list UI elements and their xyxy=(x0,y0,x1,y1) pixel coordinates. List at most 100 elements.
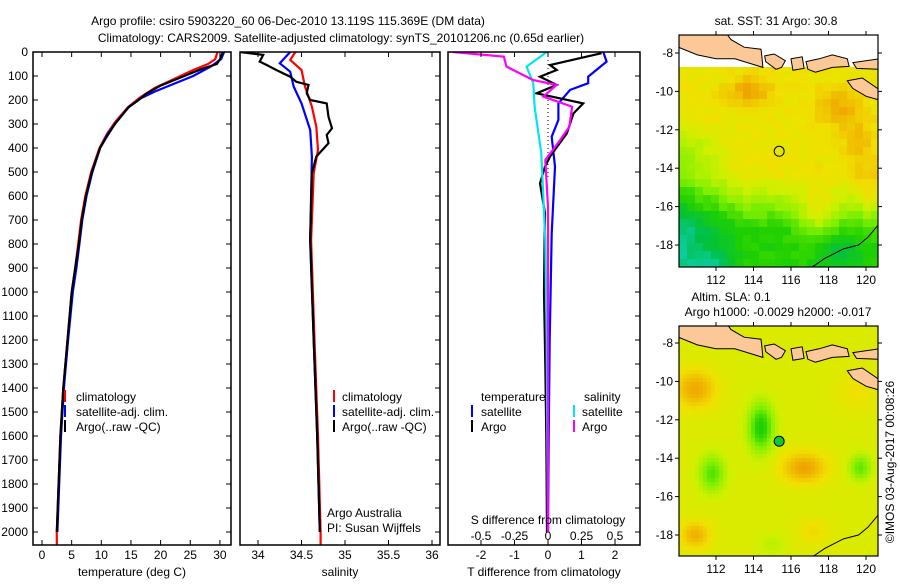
map-cell xyxy=(683,362,688,367)
map-cell xyxy=(791,362,796,367)
map-cell xyxy=(811,478,816,483)
map-cell xyxy=(695,474,700,479)
map-cell xyxy=(799,342,804,347)
map-cell xyxy=(679,187,688,196)
map-cell xyxy=(767,434,772,439)
map-cell xyxy=(751,390,756,395)
map-cell xyxy=(807,418,812,423)
map-cell xyxy=(851,338,856,343)
map-cell xyxy=(719,243,728,252)
map-cell xyxy=(679,386,684,391)
map-cell xyxy=(783,426,788,431)
map-cell xyxy=(699,366,704,371)
map-cell xyxy=(871,370,876,375)
map-cell xyxy=(811,482,816,487)
map-cell xyxy=(803,494,808,499)
map-cell xyxy=(703,350,708,355)
map-cell xyxy=(787,346,792,351)
map-cell xyxy=(687,155,696,164)
map-cell xyxy=(819,430,824,435)
map-cell xyxy=(679,418,684,423)
map-cell xyxy=(707,354,712,359)
map-cell xyxy=(839,462,844,467)
map-cell xyxy=(863,494,868,499)
map-cell xyxy=(795,534,800,539)
map-cell xyxy=(851,386,856,391)
map-cell xyxy=(795,538,800,543)
map-cell xyxy=(715,534,720,539)
map-cell xyxy=(835,490,840,495)
map-cell xyxy=(695,67,704,76)
map-cell xyxy=(695,203,704,212)
map-cell xyxy=(699,418,704,423)
land-polygon xyxy=(764,343,787,360)
map-cell xyxy=(823,438,828,443)
map-cell xyxy=(775,482,780,487)
map-cell xyxy=(755,430,760,435)
map-cell xyxy=(783,538,788,543)
map-cell xyxy=(731,510,736,515)
map-cell xyxy=(875,410,878,415)
map-cell xyxy=(735,522,740,527)
map-cell xyxy=(683,378,688,383)
map-cell xyxy=(787,394,792,399)
map-cell xyxy=(695,354,700,359)
map-cell xyxy=(799,542,804,547)
map-cell xyxy=(735,442,740,447)
map-cell xyxy=(875,438,878,443)
map-cell xyxy=(843,418,848,423)
map-cell xyxy=(743,187,752,196)
map-cell xyxy=(719,390,724,395)
map-cell xyxy=(851,390,856,395)
map-cell xyxy=(743,466,748,471)
map-cell xyxy=(711,374,716,379)
map-cell xyxy=(815,462,820,467)
map-cell xyxy=(763,482,768,487)
map-cell xyxy=(831,75,840,84)
map-cell xyxy=(715,414,720,419)
map-cell xyxy=(795,418,800,423)
map-cell xyxy=(847,362,852,367)
map-cell xyxy=(795,514,800,519)
map-cell xyxy=(827,506,832,511)
map-cell xyxy=(839,422,844,427)
map-cell xyxy=(831,386,836,391)
map-cell xyxy=(851,442,856,447)
map-cell xyxy=(687,378,692,383)
lon-tick-label: 114 xyxy=(744,562,763,576)
map-cell xyxy=(679,374,684,379)
map-cell xyxy=(775,518,780,523)
map-cell xyxy=(819,510,824,515)
map-title-sla: Altim. SLA: 0.1 xyxy=(691,290,771,304)
map-cell xyxy=(803,538,808,543)
map-cell xyxy=(759,522,764,527)
map-cell xyxy=(799,131,808,140)
map-cell xyxy=(711,402,716,407)
map-cell xyxy=(715,526,720,531)
map-cell xyxy=(863,478,868,483)
map-cell xyxy=(683,406,688,411)
map-cell xyxy=(775,398,780,403)
map-cell xyxy=(763,478,768,483)
map-cell xyxy=(827,326,832,331)
map-cell xyxy=(707,366,712,371)
map-cell xyxy=(727,514,732,519)
map-cell xyxy=(727,75,736,84)
map-cell xyxy=(775,466,780,471)
map-cell xyxy=(871,482,876,487)
map-cell xyxy=(863,458,868,463)
map-cell xyxy=(763,526,768,531)
map-cell xyxy=(811,434,816,439)
map-cell xyxy=(767,498,772,503)
map-cell xyxy=(691,506,696,511)
map-cell xyxy=(707,550,712,555)
map-cell xyxy=(687,75,696,84)
map-cell xyxy=(703,402,708,407)
map-cell xyxy=(827,474,832,479)
map-cell xyxy=(815,251,824,260)
map-cell xyxy=(767,490,772,495)
map-cell xyxy=(775,243,784,252)
map-cell xyxy=(823,386,828,391)
map-cell xyxy=(711,514,716,519)
map-cell xyxy=(843,490,848,495)
